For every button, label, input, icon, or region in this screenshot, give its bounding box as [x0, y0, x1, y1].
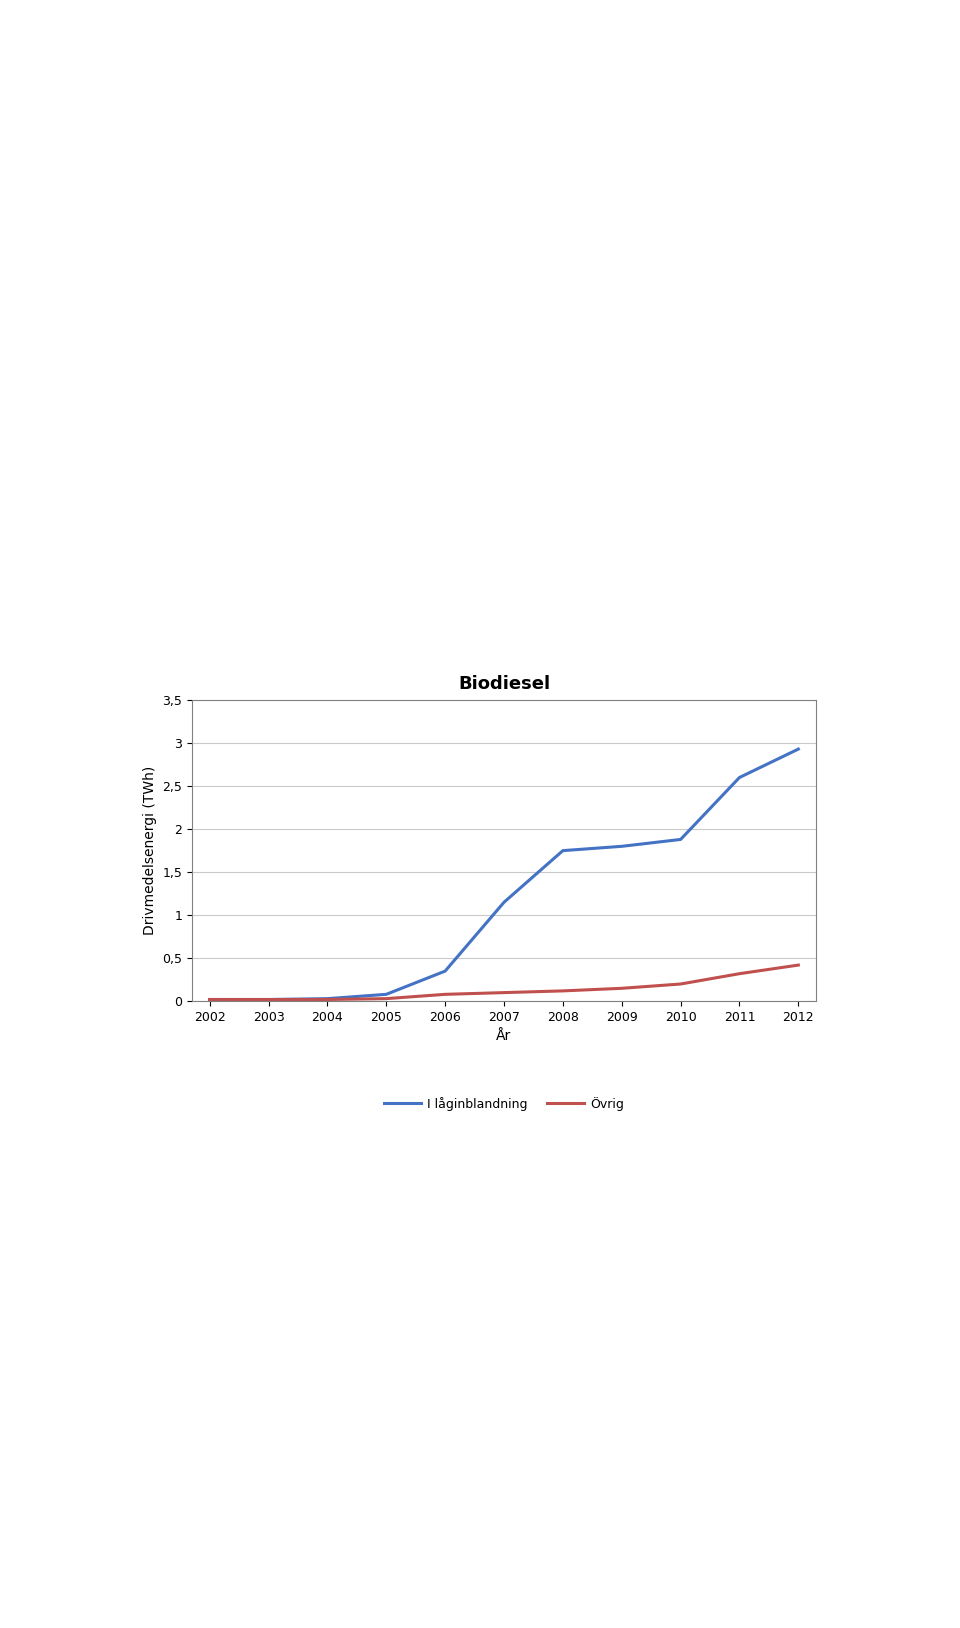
- Legend: I låginblandning, Övrig: I låginblandning, Övrig: [378, 1092, 630, 1115]
- I låginblandning: [733, 768, 745, 788]
- Övrig: [380, 988, 392, 1008]
- I låginblandning: [793, 739, 804, 759]
- Övrig: [440, 985, 451, 1004]
- Övrig: [675, 974, 686, 993]
- X-axis label: År: År: [496, 1029, 512, 1044]
- I låginblandning: [675, 830, 686, 850]
- Övrig: [733, 964, 745, 983]
- Övrig: [263, 990, 275, 1009]
- Övrig: [204, 990, 215, 1009]
- Övrig: [616, 978, 628, 998]
- Övrig: [557, 982, 568, 1001]
- I låginblandning: [557, 840, 568, 860]
- I låginblandning: [204, 990, 215, 1009]
- Övrig: [322, 990, 333, 1009]
- Övrig: [793, 956, 804, 975]
- I låginblandning: [380, 985, 392, 1004]
- I låginblandning: [616, 837, 628, 856]
- Övrig: [498, 983, 510, 1003]
- Title: Biodiesel: Biodiesel: [458, 676, 550, 694]
- Y-axis label: Drivmedelsenergi (TWh): Drivmedelsenergi (TWh): [143, 767, 156, 934]
- I låginblandning: [322, 988, 333, 1008]
- I låginblandning: [263, 990, 275, 1009]
- I låginblandning: [440, 961, 451, 980]
- Line: Övrig: Övrig: [209, 965, 799, 1000]
- Line: I låginblandning: I låginblandning: [209, 749, 799, 1000]
- I låginblandning: [498, 892, 510, 912]
